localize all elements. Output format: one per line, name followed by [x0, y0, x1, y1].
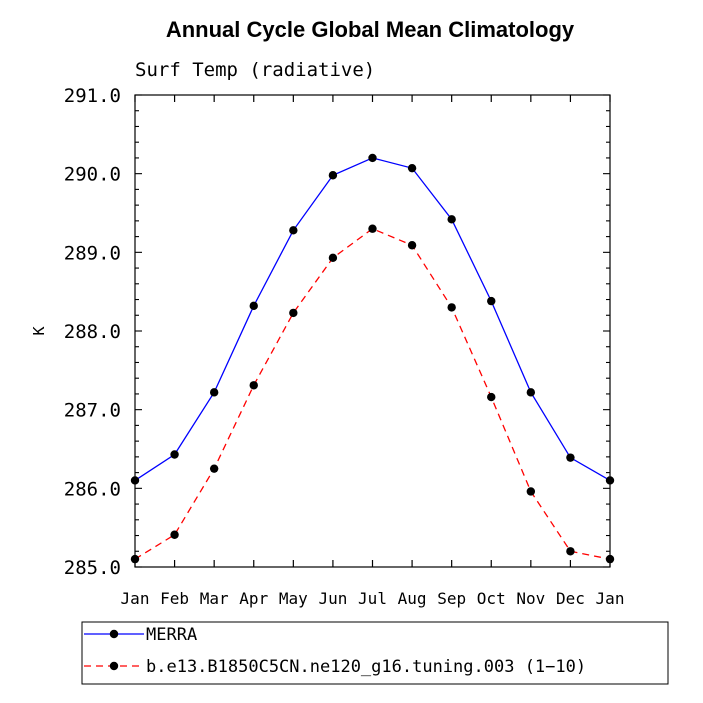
x-tick-label: Jul: [358, 589, 387, 608]
chart-subtitle: Surf Temp (radiative): [135, 59, 375, 81]
x-tick-label: May: [279, 589, 308, 608]
legend-label-0: MERRA: [146, 625, 197, 645]
y-axis-ticks: 285.0 286.0 287.0 288.0 289.0 290.0 291.0: [64, 85, 610, 579]
x-tick-label: Oct: [477, 589, 506, 608]
series-point-0: [605, 476, 615, 485]
chart-title: Annual Cycle Global Mean Climatology: [166, 17, 575, 42]
series-point-0: [328, 171, 338, 180]
series-point-0: [368, 153, 377, 163]
series-point-1: [407, 241, 417, 250]
series-point-1: [328, 253, 338, 263]
x-tick-label: Jan: [596, 589, 625, 608]
series-point-1: [447, 303, 456, 312]
series-point-0: [487, 296, 496, 306]
series-point-1: [605, 554, 615, 564]
legend-label-1: b.e13.B1850C5CN.ne120_g16.tuning.003 (1−…: [146, 657, 586, 677]
legend-marker-1: [109, 661, 119, 671]
series-point-1: [249, 381, 258, 390]
legend: MERRA b.e13.B1850C5CN.ne120_g16.tuning.00…: [84, 625, 586, 677]
y-tick-label: 286.0: [64, 478, 121, 500]
series-point-1: [209, 464, 219, 473]
x-tick-label: Jun: [318, 589, 347, 608]
series-point-1: [170, 530, 179, 539]
x-tick-label: Dec: [556, 589, 585, 608]
y-tick-label: 289.0: [64, 242, 121, 264]
series-point-1: [368, 224, 377, 233]
series-point-1: [289, 308, 298, 318]
series-point-0: [130, 476, 140, 485]
legend-box: [81, 621, 669, 685]
series-point-0: [209, 388, 219, 397]
y-tick-label: 288.0: [64, 321, 121, 343]
y-axis-label: K: [30, 326, 48, 335]
series-point-0: [526, 388, 536, 397]
x-axis-ticks: Jan Feb Mar Apr May Jun Jul Aug Sep Oct Nov Dec Jan: [121, 95, 625, 608]
x-tick-label: Jan: [121, 589, 150, 608]
series-point-1: [566, 547, 575, 556]
plot-frame: [134, 94, 611, 568]
series-point-1: [487, 392, 496, 402]
x-tick-label: Feb: [160, 589, 189, 608]
series-point-1: [526, 487, 536, 496]
series-point-0: [249, 301, 258, 311]
y-tick-label: 287.0: [64, 400, 121, 422]
series-point-0: [289, 226, 298, 235]
series-line-0: [134, 157, 611, 482]
series-point-1: [130, 554, 140, 564]
series-point-0: [447, 215, 456, 224]
y-tick-label: 290.0: [64, 164, 121, 186]
series-point-0: [170, 450, 179, 459]
y-tick-label: 291.0: [64, 85, 121, 107]
series-layer: [130, 153, 615, 564]
legend-marker-0: [109, 629, 119, 639]
x-tick-label: Mar: [200, 589, 229, 608]
series-point-0: [407, 163, 417, 173]
x-tick-label: Apr: [239, 589, 268, 608]
x-tick-label: Nov: [516, 589, 545, 608]
series-line-1: [134, 227, 611, 560]
x-tick-label: Sep: [437, 589, 466, 608]
series-point-0: [566, 453, 575, 462]
y-tick-label: 285.0: [64, 557, 121, 579]
x-tick-label: Aug: [398, 589, 427, 608]
